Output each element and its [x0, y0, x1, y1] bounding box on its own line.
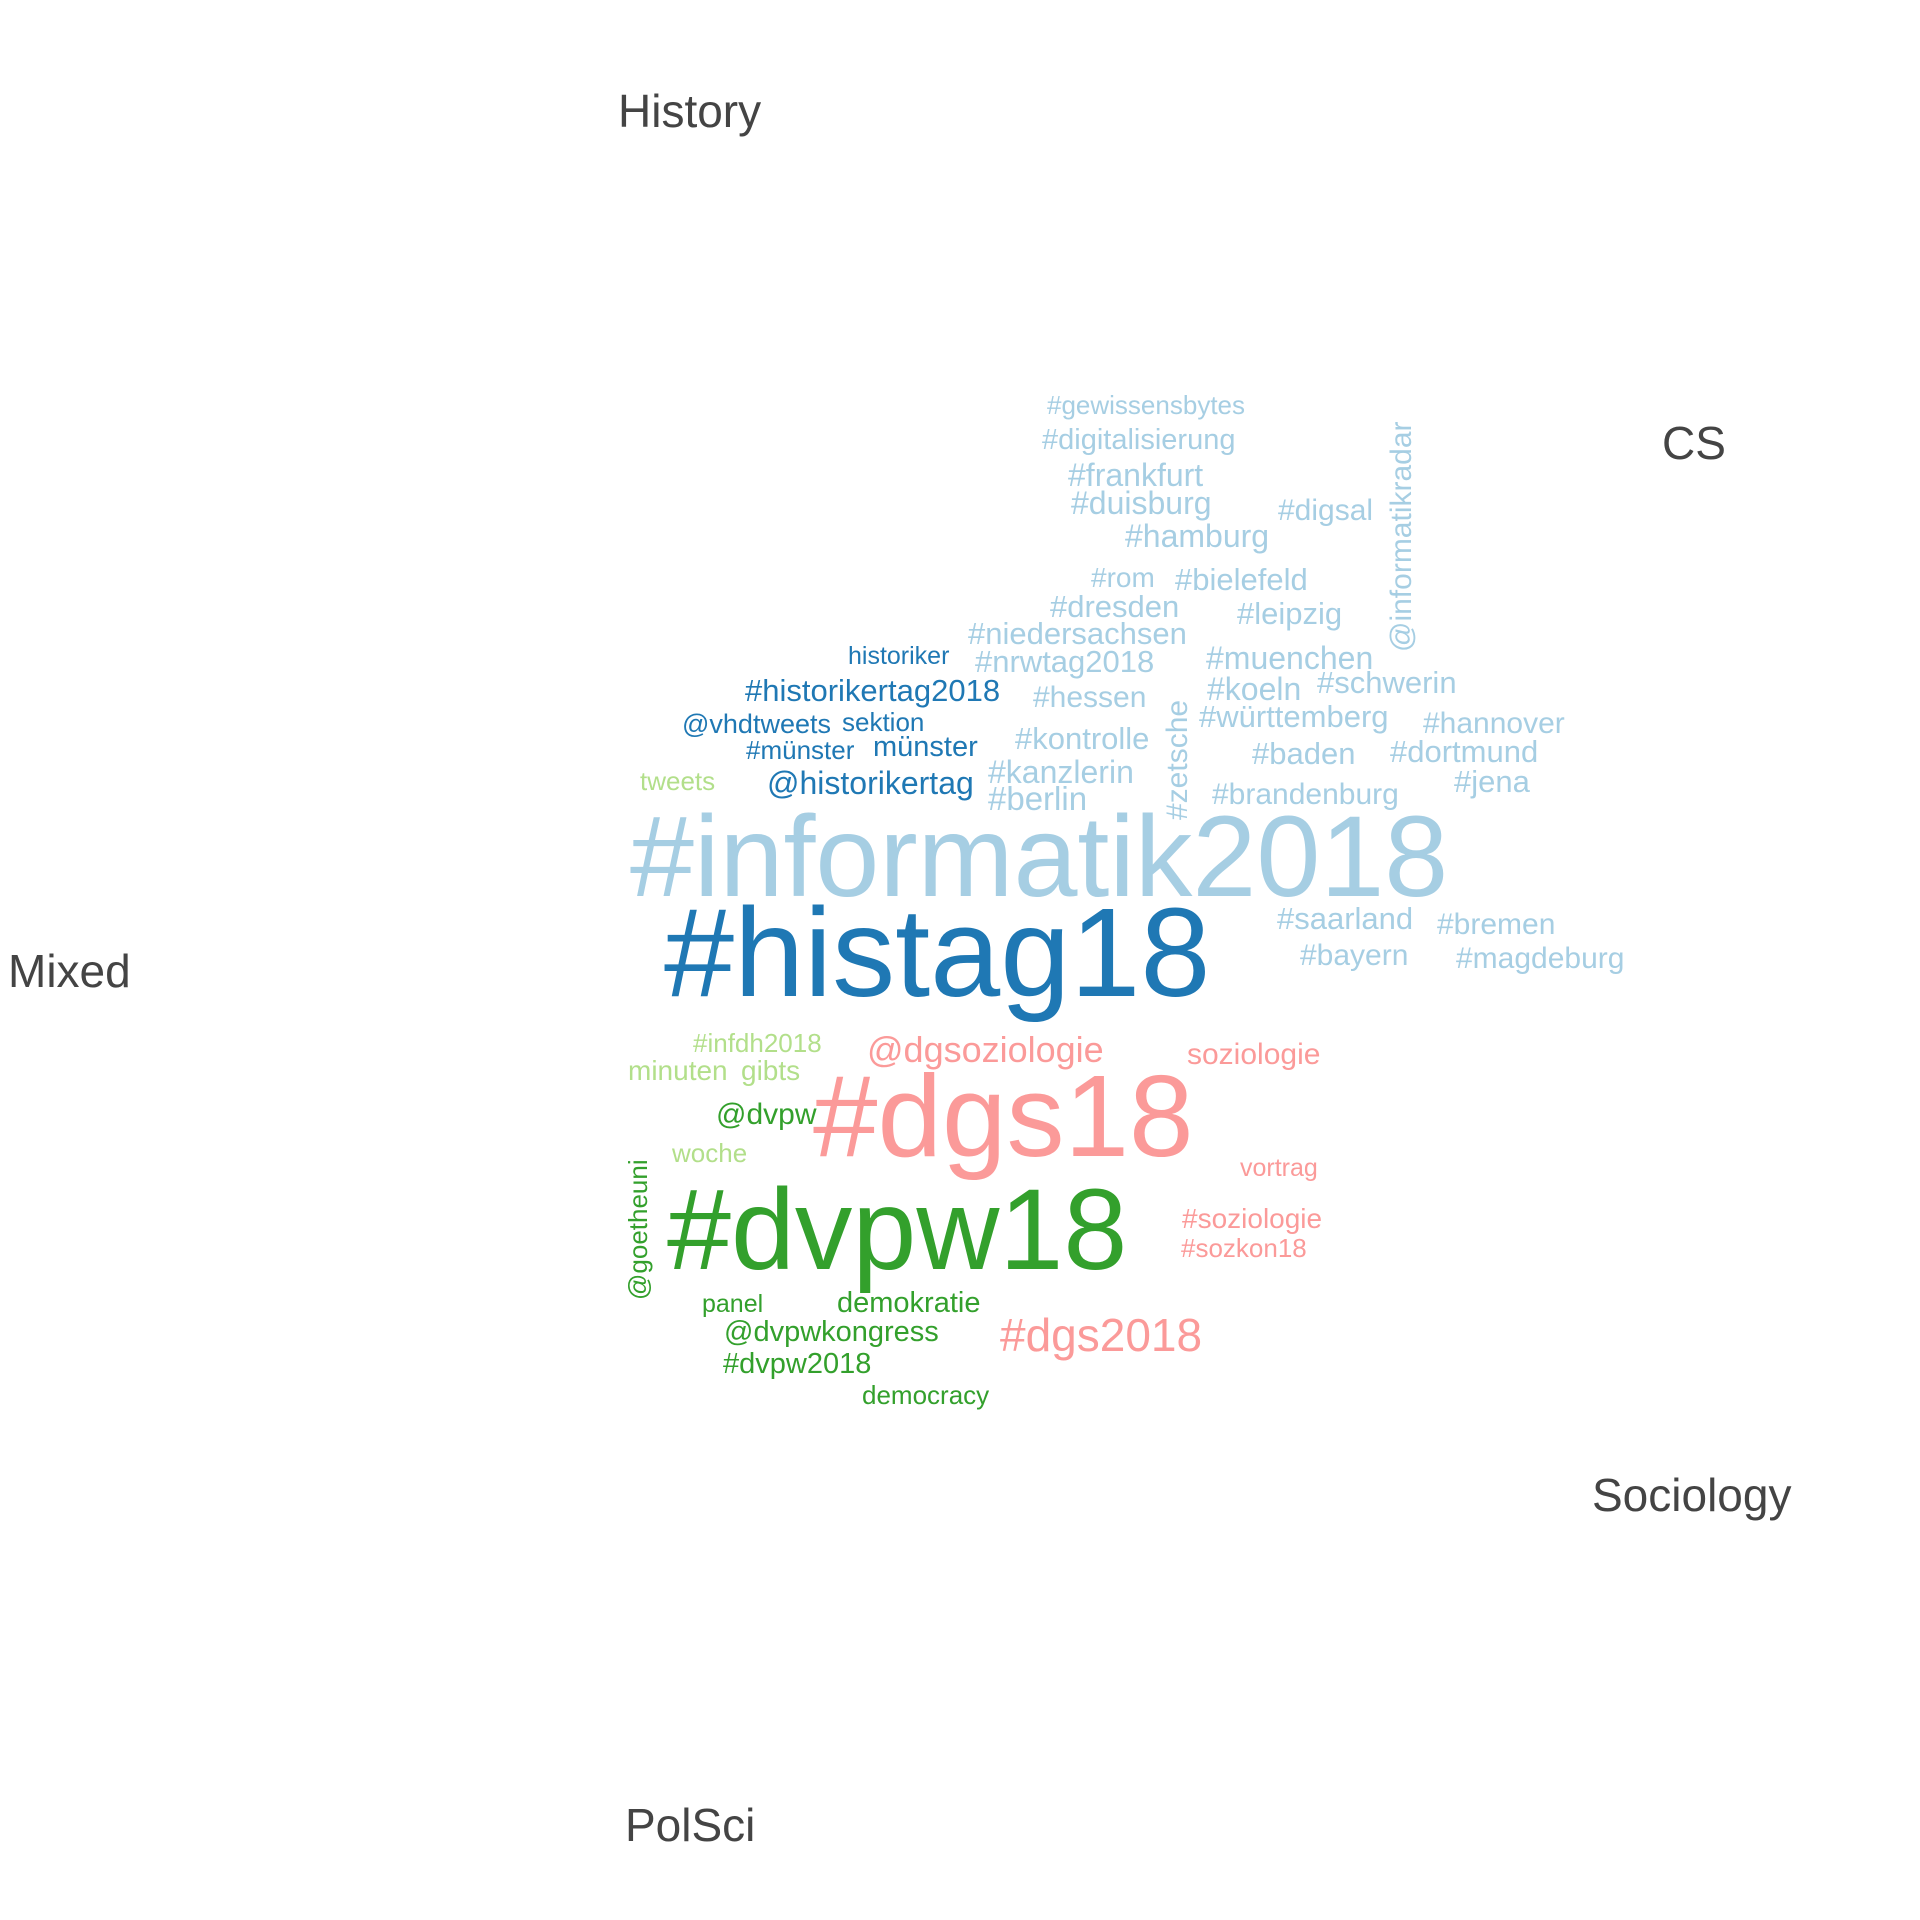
word-polsci: #dvpw18	[667, 1166, 1128, 1294]
word-cs: @informatikradar	[1385, 421, 1418, 652]
word-cs: #leipzig	[1237, 596, 1343, 631]
word-history: #histag18	[664, 882, 1211, 1023]
word-cs: #frankfurt	[1068, 457, 1204, 493]
word-sociology: #dgs2018	[1000, 1309, 1203, 1361]
word-sociology: #sozkon18	[1181, 1233, 1307, 1263]
word-sociology: soziologie	[1187, 1038, 1321, 1071]
word-cs: #bremen	[1437, 908, 1556, 941]
word-mixed: minuten	[628, 1055, 728, 1086]
word-polsci: demokratie	[837, 1287, 981, 1319]
word-sociology: #dgs18	[813, 1051, 1194, 1181]
word-sociology: @dgsoziologie	[867, 1029, 1104, 1070]
word-cs: #muenchen	[1206, 640, 1374, 676]
word-cs: #württemberg	[1199, 699, 1389, 734]
word-polsci: @dvpw	[716, 1098, 817, 1131]
word-cs: #bayern	[1300, 939, 1409, 972]
word-history: @vhdtweets	[682, 709, 831, 739]
word-history: historiker	[848, 642, 950, 670]
word-cs: #digitalisierung	[1042, 424, 1236, 456]
group-label-polsci: PolSci	[625, 1799, 756, 1851]
word-cs: #informatik2018	[630, 793, 1449, 921]
word-cs: #saarland	[1277, 901, 1414, 936]
word-polsci: @goetheuni	[623, 1159, 653, 1300]
word-mixed: gibts	[741, 1055, 801, 1086]
word-cs: #magdeburg	[1456, 942, 1625, 975]
word-cs: #hannover	[1423, 707, 1565, 740]
word-polsci: #dvpw2018	[723, 1348, 872, 1380]
word-cs: #baden	[1252, 736, 1356, 771]
word-polsci: @dvpwkongress	[724, 1316, 939, 1348]
word-history: #historikertag2018	[745, 673, 1001, 708]
word-sociology: vortrag	[1240, 1154, 1318, 1182]
word-cs: #jena	[1454, 764, 1530, 799]
word-cs: #gewissensbytes	[1047, 390, 1245, 420]
word-cs: #rom	[1091, 562, 1155, 593]
group-label-sociology: Sociology	[1592, 1469, 1792, 1521]
word-cs: #duisburg	[1071, 485, 1212, 521]
word-sociology: #soziologie	[1182, 1203, 1323, 1234]
word-cs: #brandenburg	[1212, 778, 1399, 811]
word-cs: #kanzlerin	[988, 754, 1134, 790]
word-cs: #digsal	[1278, 494, 1374, 527]
word-mixed: #infdh2018	[693, 1028, 822, 1058]
word-history: @historikertag	[767, 765, 974, 801]
word-history: sektion	[842, 707, 925, 737]
word-cs: #kontrolle	[1015, 721, 1150, 756]
word-cs: #dresden	[1050, 589, 1180, 624]
word-polsci: democracy	[862, 1380, 990, 1410]
word-cs: #nrwtag2018	[975, 644, 1155, 679]
word-cs: #hamburg	[1125, 518, 1270, 554]
group-label-history: History	[618, 85, 762, 137]
word-cs: #hessen	[1033, 681, 1147, 714]
word-cs: #dortmund	[1390, 734, 1539, 769]
word-cs: #bielefeld	[1175, 562, 1308, 597]
word-cs: #niedersachsen	[968, 616, 1187, 651]
word-history: münster	[873, 731, 978, 763]
group-label-cs: CS	[1662, 417, 1726, 469]
word-mixed: tweets	[640, 766, 716, 796]
word-history: #münster	[746, 735, 855, 765]
word-polsci: panel	[702, 1290, 764, 1318]
word-cs: #koeln	[1207, 671, 1302, 707]
word-cs: #berlin	[988, 780, 1088, 817]
word-cs: #schwerin	[1317, 665, 1457, 700]
word-mixed: woche	[672, 1138, 748, 1168]
group-label-mixed: Mixed	[8, 945, 131, 997]
